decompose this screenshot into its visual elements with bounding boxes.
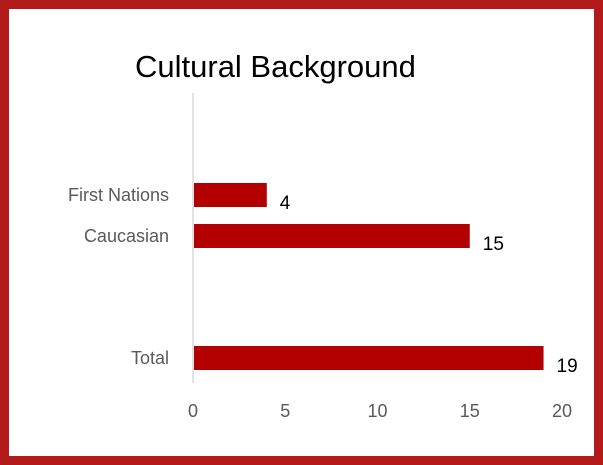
category-label: First Nations — [68, 185, 169, 205]
data-label: 4 — [280, 193, 291, 214]
bar — [194, 224, 470, 248]
x-tick-label: 5 — [280, 401, 290, 421]
x-tick-label: 10 — [367, 401, 387, 421]
x-tick-label: 0 — [188, 401, 198, 421]
x-tick-label: 20 — [552, 401, 572, 421]
bar — [194, 183, 267, 207]
chart-title: Cultural Background — [135, 49, 416, 84]
data-label: 15 — [483, 234, 504, 255]
x-tick-label: 15 — [460, 401, 480, 421]
data-label: 19 — [557, 356, 578, 377]
category-label: Total — [131, 348, 169, 368]
bar — [194, 346, 544, 370]
category-label: Caucasian — [84, 226, 169, 246]
